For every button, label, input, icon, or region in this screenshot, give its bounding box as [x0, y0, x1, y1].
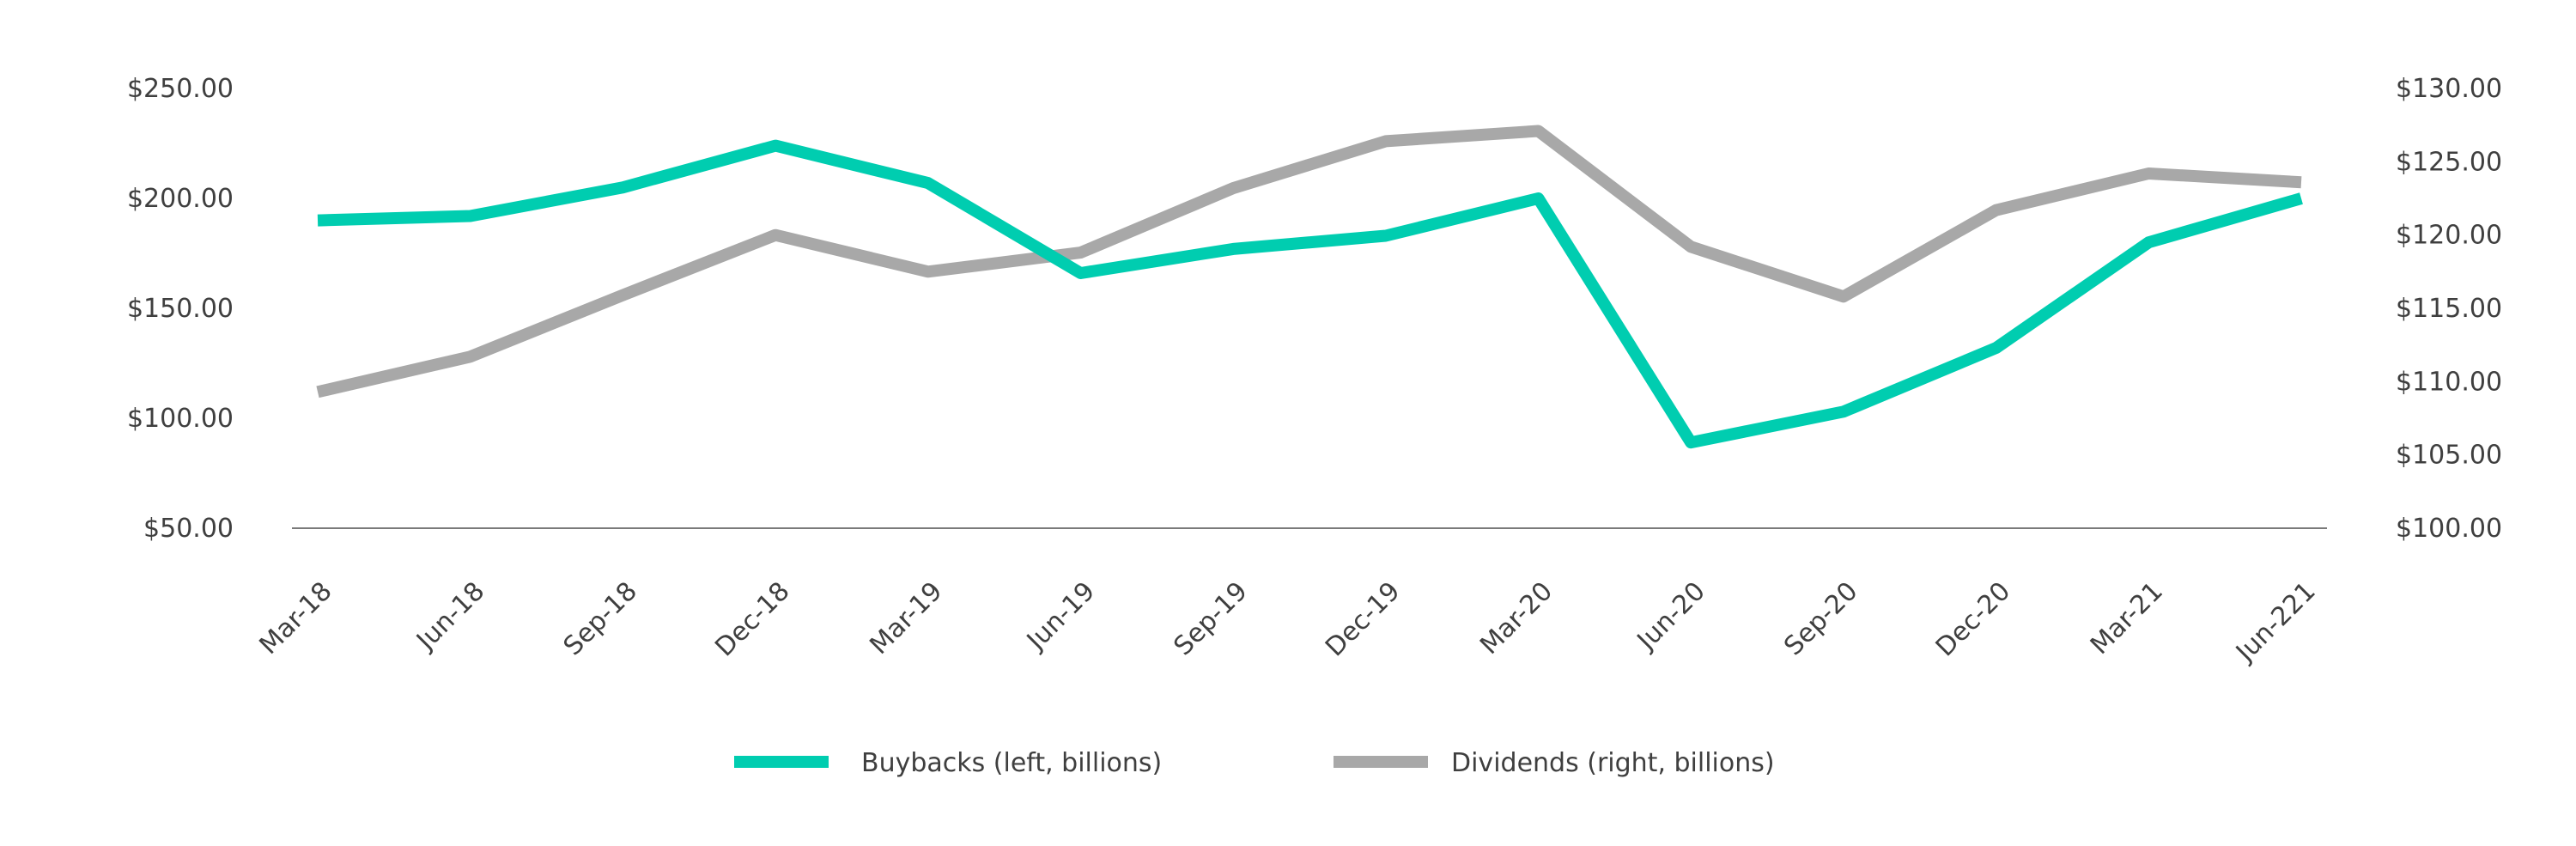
right-y-tick-label: $105.00	[2396, 441, 2502, 471]
left-y-tick-label: $200.00	[127, 184, 234, 214]
right-y-tick-label: $130.00	[2396, 74, 2502, 104]
series-lines	[316, 125, 2303, 449]
left-y-tick-label: $100.00	[127, 404, 234, 434]
right-y-tick-label: $115.00	[2396, 294, 2502, 324]
left-y-tick-label: $50.00	[143, 514, 234, 544]
right-y-tick-label: $100.00	[2396, 514, 2502, 544]
left-y-axis: $50.00 $100.00 $150.00 $200.00 $250.00	[127, 74, 234, 544]
x-tick-label: Dec-18	[709, 576, 795, 662]
x-tick-label: Sep-20	[1778, 576, 1863, 661]
x-tick-label: Jun-18	[410, 576, 490, 657]
x-tick-label: Sep-19	[1168, 576, 1253, 661]
series-line-dividends	[316, 125, 2302, 399]
x-tick-label: Jun-20	[1631, 576, 1711, 657]
x-tick-label: Mar-21	[2085, 576, 2169, 660]
left-y-tick-label: $250.00	[127, 74, 234, 104]
left-y-tick-label: $150.00	[127, 294, 234, 324]
x-tick-label: Dec-20	[1930, 576, 2016, 662]
x-tick-label: Jun-19	[1020, 576, 1101, 657]
right-y-tick-label: $120.00	[2396, 221, 2502, 251]
x-axis: Mar-18 Jun-18 Sep-18 Dec-18 Mar-19 Jun-19 Sep-…	[254, 527, 2327, 668]
legend-label: Dividends (right, billions)	[1451, 748, 1775, 778]
x-tick-label: Sep-18	[558, 576, 643, 661]
right-y-axis: $100.00 $105.00 $110.00 $115.00 $120.00 $125.…	[2396, 74, 2502, 544]
right-y-tick-label: $125.00	[2396, 147, 2502, 177]
x-tick-label: Mar-20	[1474, 576, 1558, 660]
legend-label: Buybacks (left, billions)	[861, 748, 1162, 778]
x-tick-label: Mar-18	[254, 576, 338, 660]
x-tick-label: Jun-221	[2229, 576, 2321, 668]
x-tick-label: Mar-19	[864, 576, 948, 660]
x-tick-label: Dec-19	[1320, 576, 1406, 662]
series-line-buybacks	[317, 139, 2303, 449]
right-y-tick-label: $110.00	[2396, 367, 2502, 397]
legend: Buybacks (left, billions) Dividends (righ…	[734, 748, 1775, 778]
